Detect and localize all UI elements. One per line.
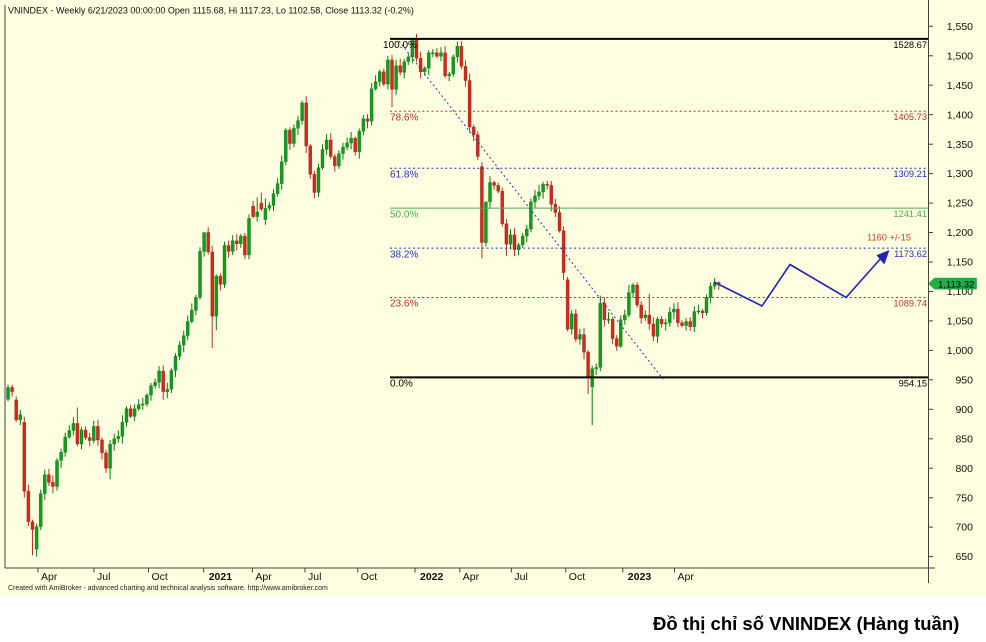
svg-text:50.0%: 50.0%	[390, 209, 418, 220]
svg-text:38.2%: 38.2%	[390, 249, 418, 260]
svg-text:Oct: Oct	[361, 571, 377, 583]
svg-text:1,300: 1,300	[947, 168, 973, 180]
svg-text:1,250: 1,250	[947, 198, 973, 210]
svg-text:650: 650	[955, 551, 973, 563]
svg-text:100.0%: 100.0%	[383, 40, 417, 51]
svg-text:1,500: 1,500	[947, 50, 973, 62]
svg-text:Đồ thị chỉ số VNINDEX (Hàng tu: Đồ thị chỉ số VNINDEX (Hàng tuần)	[653, 613, 959, 634]
svg-text:954.15: 954.15	[899, 378, 927, 388]
svg-text:800: 800	[955, 463, 973, 475]
svg-text:Oct: Oct	[152, 571, 168, 583]
svg-text:Apr: Apr	[41, 571, 58, 583]
svg-text:1,150: 1,150	[947, 257, 973, 269]
svg-text:1,450: 1,450	[947, 80, 973, 92]
svg-text:900: 900	[955, 404, 973, 416]
svg-text:1089.74: 1089.74	[893, 298, 927, 308]
svg-text:1,400: 1,400	[947, 109, 973, 121]
svg-text:Apr: Apr	[678, 571, 695, 583]
svg-text:1241.41: 1241.41	[893, 209, 927, 219]
svg-text:Created with AmiBroker - advan: Created with AmiBroker - advanced charti…	[8, 585, 328, 592]
svg-text:1,200: 1,200	[947, 227, 973, 239]
svg-text:1,113.32: 1,113.32	[938, 279, 974, 290]
svg-text:1,000: 1,000	[947, 345, 973, 357]
svg-text:0.0%: 0.0%	[390, 379, 413, 390]
svg-text:Apr: Apr	[255, 571, 272, 583]
svg-text:VNINDEX - Weekly 6/21/2023 00:: VNINDEX - Weekly 6/21/2023 00:00:00 Open…	[8, 6, 414, 16]
svg-text:1173.62: 1173.62	[894, 249, 927, 259]
svg-text:1,550: 1,550	[947, 21, 973, 33]
svg-text:2022: 2022	[420, 571, 444, 583]
svg-text:700: 700	[955, 522, 973, 534]
svg-text:Apr: Apr	[463, 571, 480, 583]
svg-text:78.6%: 78.6%	[390, 113, 418, 124]
svg-text:2021: 2021	[209, 571, 233, 583]
svg-text:1405.73: 1405.73	[893, 112, 927, 122]
svg-text:1160 +/-15: 1160 +/-15	[867, 233, 911, 243]
svg-text:1,050: 1,050	[947, 316, 973, 328]
svg-text:1528.67: 1528.67	[893, 40, 927, 50]
svg-text:750: 750	[955, 492, 973, 504]
svg-text:950: 950	[955, 374, 973, 386]
svg-text:1,350: 1,350	[947, 139, 973, 151]
svg-text:2023: 2023	[628, 571, 652, 583]
svg-text:Jul: Jul	[308, 571, 321, 583]
svg-text:850: 850	[955, 433, 973, 445]
svg-text:1309.21: 1309.21	[893, 169, 927, 179]
svg-text:Jul: Jul	[514, 571, 527, 583]
svg-text:Oct: Oct	[569, 571, 585, 583]
svg-text:Jul: Jul	[97, 571, 110, 583]
svg-text:23.6%: 23.6%	[390, 299, 418, 310]
svg-text:61.8%: 61.8%	[390, 169, 418, 180]
